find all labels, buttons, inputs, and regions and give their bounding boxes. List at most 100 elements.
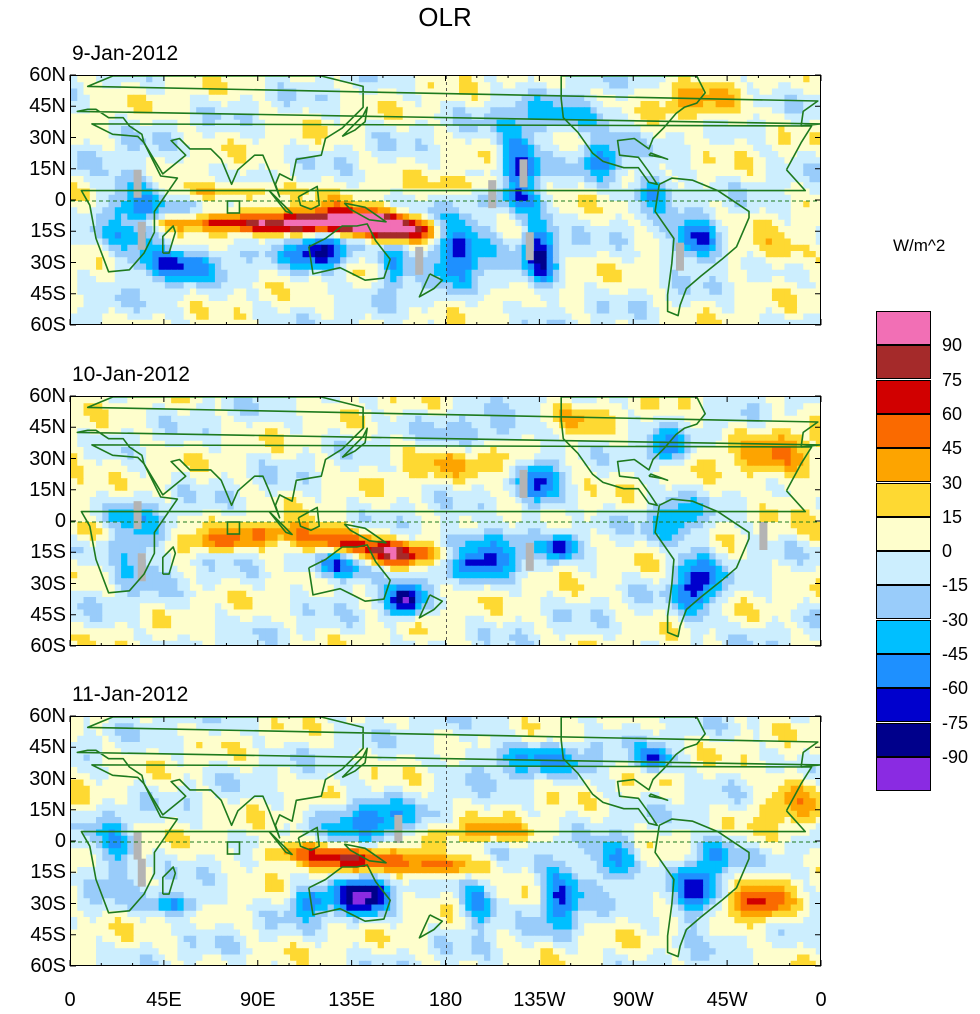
coastline [418, 914, 444, 939]
lat-label: 60N [29, 385, 66, 407]
colorbar-swatch [876, 688, 931, 723]
coastline [162, 546, 177, 575]
colorbar-swatch [876, 516, 931, 551]
coastline [80, 764, 813, 914]
lat-label: 60S [30, 314, 66, 336]
coastline [308, 544, 392, 602]
colorbar-label: -45 [942, 644, 969, 664]
lat-label: 15N [29, 798, 66, 821]
colorbar-label: 15 [942, 506, 963, 527]
lon-label: 0 [64, 989, 76, 1011]
colorbar-swatch [876, 413, 931, 448]
region-box [226, 200, 241, 214]
colorbar-units: W/m^2 [893, 236, 946, 255]
lat-label: 30S [30, 892, 66, 915]
coastline [341, 106, 369, 138]
map-panel-2 [70, 396, 821, 646]
colorbar-label: 90 [942, 335, 963, 356]
coastline [308, 864, 392, 922]
colorbar-label: 60 [942, 403, 963, 424]
lat-label: 60S [30, 955, 66, 977]
colorbar-label: -60 [942, 678, 969, 699]
lat-label: 15N [29, 157, 66, 180]
coastline [648, 793, 669, 802]
coastline [80, 123, 813, 273]
lat-label: 30N [29, 126, 66, 149]
missing-data-patch [133, 831, 142, 860]
coastline [341, 747, 369, 779]
coastline [80, 444, 813, 594]
lat-label: 30N [29, 767, 66, 790]
colorbar-swatch [876, 448, 931, 483]
lon-label: 90W [612, 989, 654, 1011]
map-panel-3 [70, 716, 821, 966]
colorbar-swatch [876, 585, 931, 620]
colorbar-label: 30 [942, 472, 963, 493]
missing-data-patch [759, 522, 768, 550]
colorbar-swatch [876, 345, 931, 380]
lat-label: 15S [30, 541, 66, 564]
missing-data-patch [137, 858, 146, 887]
map-panel-1 [70, 75, 821, 325]
lon-label: 135W [513, 989, 566, 1011]
missing-data-patch [675, 242, 684, 271]
lat-label: 60S [30, 635, 66, 657]
colorbar-swatch [876, 311, 931, 345]
lat-label: 30S [30, 572, 66, 595]
region-box [226, 521, 241, 535]
colorbar-swatch [876, 654, 931, 688]
coastline [560, 717, 707, 827]
coastline [297, 826, 320, 852]
lat-label: 15N [29, 478, 66, 501]
figure-title: OLR [418, 2, 472, 32]
coastline [297, 506, 320, 532]
missing-data-patch [133, 169, 142, 198]
lat-label: 45N [29, 736, 66, 759]
lat-label: 60N [29, 64, 66, 86]
missing-data-patch [394, 814, 403, 843]
colorbar-label: 45 [942, 438, 963, 459]
lat-label: 60N [29, 705, 66, 727]
coastline [560, 397, 707, 507]
missing-data-patch [133, 501, 142, 530]
lat-label: 15S [30, 861, 66, 884]
coastline [418, 594, 444, 619]
coastline [560, 76, 707, 186]
coastline [162, 225, 177, 254]
lat-label: 0 [54, 830, 66, 852]
lat-label: 45S [30, 603, 66, 626]
colorbar-swatch [876, 722, 931, 757]
lon-label: 45W [706, 989, 748, 1011]
colorbar-label: 75 [942, 369, 963, 390]
lat-label: 45N [29, 95, 66, 118]
coastline [654, 818, 750, 958]
lon-label: 180 [428, 989, 463, 1011]
missing-data-patch [519, 469, 528, 498]
region-box [226, 841, 241, 855]
colorbar-swatch [876, 756, 931, 791]
lon-label: 0 [815, 989, 827, 1011]
coastline [343, 843, 387, 864]
coastline [343, 202, 387, 223]
coastline [343, 523, 387, 544]
lat-label: 30N [29, 447, 66, 470]
missing-data-patch [525, 232, 534, 261]
coastline [648, 152, 669, 161]
coastline [76, 397, 820, 519]
colorbar-swatch [876, 379, 931, 414]
coastline [76, 717, 820, 839]
coastline [654, 177, 750, 317]
lat-label: 15S [30, 220, 66, 243]
coastline [308, 223, 392, 281]
lon-label: 90E [239, 989, 276, 1011]
panel-2-date: 10-Jan-2012 [72, 363, 190, 386]
colorbar-swatch [876, 619, 931, 654]
colorbar-label: -75 [942, 712, 969, 733]
panel-3-date: 11-Jan-2012 [72, 683, 189, 706]
missing-data-patch [137, 553, 146, 582]
missing-data-patch [137, 221, 146, 250]
colorbar-label: -15 [942, 575, 969, 596]
olr-anomaly-map-2 [71, 397, 820, 645]
olr-anomaly-map-1 [71, 76, 820, 324]
lat-label: 45S [30, 282, 66, 305]
